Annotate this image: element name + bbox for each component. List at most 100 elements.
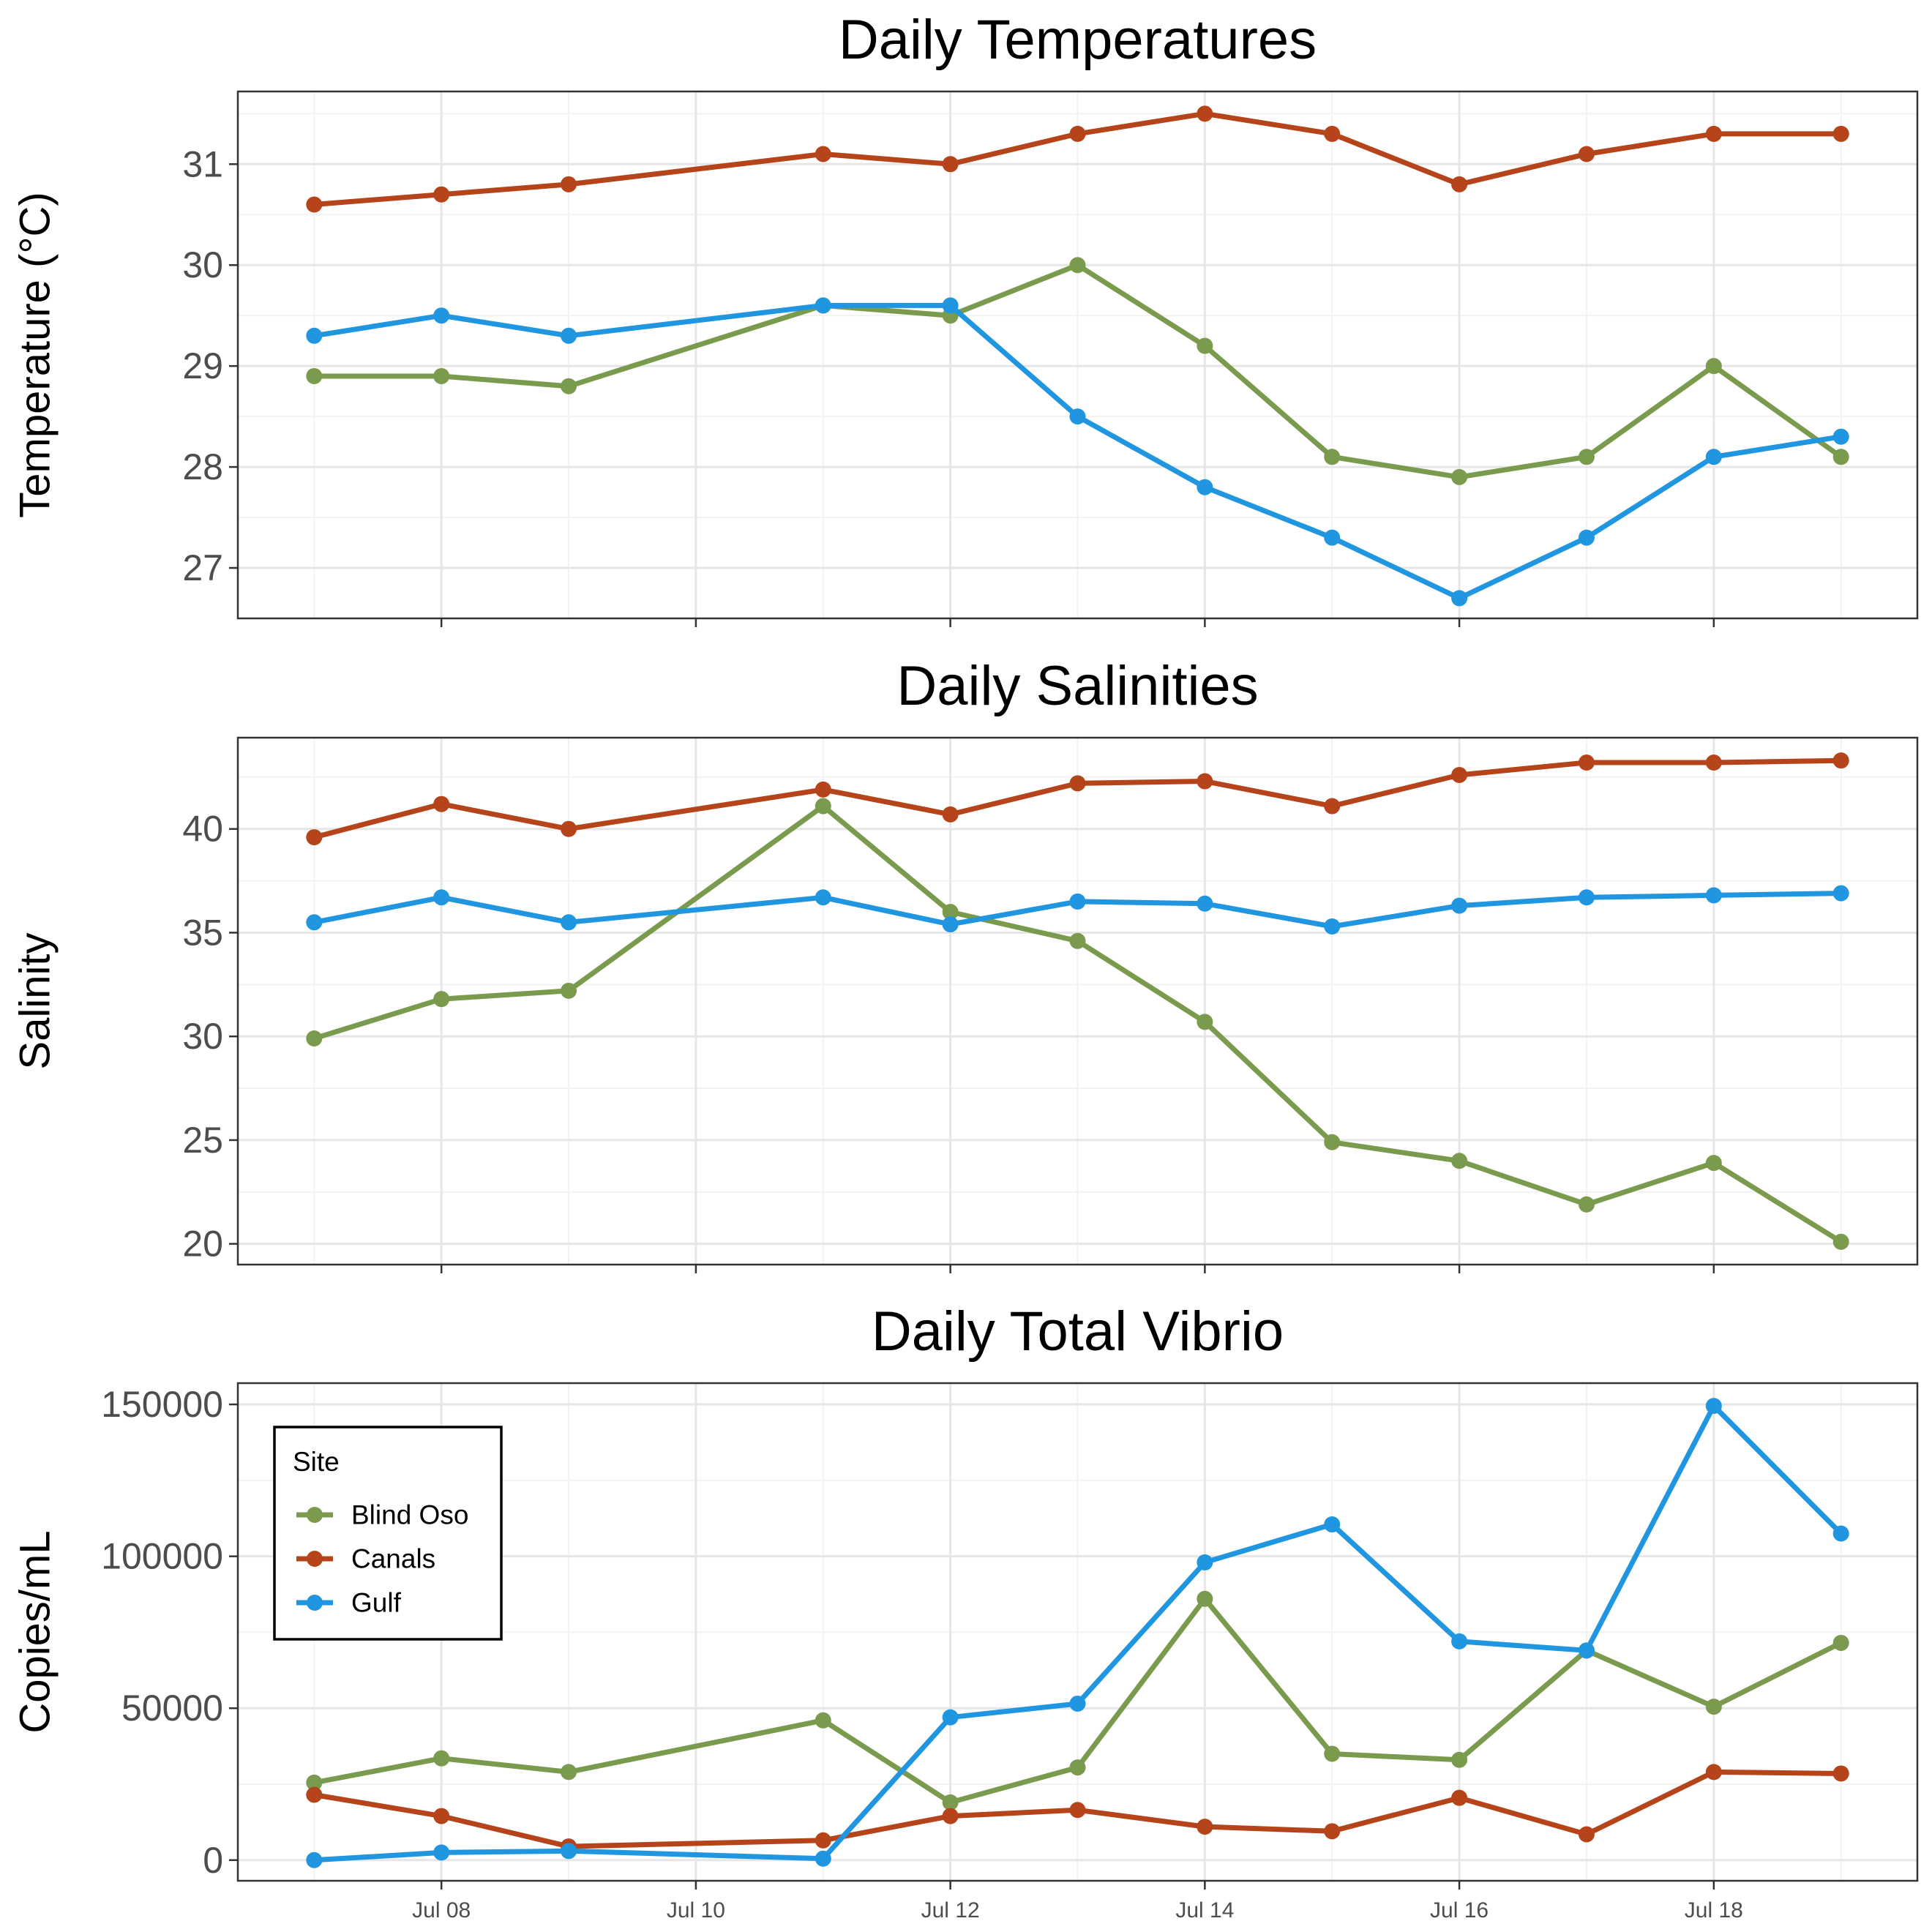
data-point (561, 914, 577, 931)
data-point (433, 307, 450, 324)
data-point (1578, 889, 1595, 906)
data-point (1832, 752, 1849, 769)
data-point (815, 798, 831, 815)
legend-marker (307, 1507, 323, 1523)
y-tick-label: 150000 (101, 1384, 223, 1425)
data-point (306, 1774, 323, 1791)
y-tick-label: 25 (182, 1120, 223, 1161)
y-tick-label: 30 (182, 1016, 223, 1057)
series-line (311, 1596, 1844, 1805)
y-tick-label: 30 (182, 244, 223, 285)
data-point (1705, 1155, 1722, 1172)
legend: Site Blind Oso Canals Gulf (273, 1426, 503, 1641)
series-blind-oso (306, 257, 1849, 485)
y-axis-title: Salinity (12, 933, 59, 1070)
legend-title: Site (293, 1447, 340, 1477)
panel-3: 0 50000 100000 150000 Jul 08 Jul 10 Jul 12 Jul … (12, 1300, 1919, 1922)
data-point (815, 889, 831, 906)
data-point (1451, 468, 1468, 485)
data-point (1578, 1826, 1595, 1843)
legend-marker (307, 1595, 323, 1611)
data-point (1451, 1751, 1468, 1768)
data-point (306, 196, 323, 213)
data-point (1069, 775, 1086, 792)
series-gulf (306, 1398, 1849, 1868)
data-point (1197, 479, 1213, 495)
data-point (1197, 895, 1213, 912)
data-point (306, 1786, 323, 1803)
legend-label: Blind Oso (351, 1500, 468, 1530)
y-axis-title: Copies/mL (12, 1530, 59, 1733)
data-point (1578, 146, 1595, 162)
data-point (433, 367, 450, 384)
data-point (1069, 893, 1086, 910)
data-point (1197, 337, 1213, 354)
panel-1: 27 28 29 30 31 Daily Temperatures Temperature … (12, 9, 1919, 627)
data-point (942, 156, 959, 173)
data-point (1832, 885, 1849, 902)
series-line (311, 1769, 1844, 1849)
data-point (942, 1709, 959, 1726)
data-point (1069, 932, 1086, 949)
data-point (1832, 1233, 1849, 1250)
data-point (1705, 887, 1722, 904)
data-point (1832, 125, 1849, 142)
data-point (815, 781, 831, 798)
data-point (1705, 449, 1722, 465)
data-point (433, 1808, 450, 1824)
data-point (1832, 449, 1849, 465)
data-point (306, 327, 323, 344)
data-point (561, 1843, 577, 1860)
data-point (815, 297, 831, 314)
y-tick-label: 50000 (121, 1688, 223, 1729)
data-point (815, 146, 831, 162)
data-point (1324, 1823, 1341, 1840)
data-point (1324, 798, 1341, 815)
data-point (942, 916, 959, 933)
data-point (561, 378, 577, 394)
data-point (1451, 590, 1468, 607)
data-point (433, 186, 450, 203)
data-point (815, 1850, 831, 1867)
panel-border (236, 90, 1919, 620)
series-line (311, 302, 1844, 601)
data-point (561, 1764, 577, 1781)
data-point (1197, 1014, 1213, 1030)
data-point (561, 982, 577, 999)
data-point (1451, 1633, 1468, 1650)
data-point (1197, 105, 1213, 122)
data-point (1197, 773, 1213, 790)
data-point (1324, 529, 1341, 546)
series-canals (306, 105, 1849, 213)
data-point (1578, 1196, 1595, 1213)
series-line (311, 804, 1844, 1245)
data-point (1069, 1802, 1086, 1819)
legend-item-blind-oso: Blind Oso (296, 1500, 468, 1530)
data-point (1578, 755, 1595, 771)
y-tick-label: 31 (182, 143, 223, 184)
series-canals (306, 752, 1849, 846)
data-point (1324, 125, 1341, 142)
data-point (815, 1712, 831, 1729)
data-point (1451, 767, 1468, 784)
data-point (1197, 1819, 1213, 1835)
legend-item-canals: Canals (296, 1544, 435, 1574)
data-point (1069, 257, 1086, 274)
panel-border (236, 1382, 1919, 1882)
data-point (1069, 1695, 1086, 1712)
data-point (306, 829, 323, 846)
x-tick-label: Jul 16 (1430, 1898, 1489, 1922)
series-line (311, 111, 1844, 207)
data-point (1705, 755, 1722, 771)
data-point (433, 1844, 450, 1861)
y-tick-label: 40 (182, 809, 223, 850)
data-point (561, 820, 577, 837)
y-tick-label: 28 (182, 446, 223, 487)
data-point (433, 1750, 450, 1767)
data-point (1324, 1134, 1341, 1150)
panel-border (236, 736, 1919, 1266)
data-point (433, 795, 450, 812)
legend-label: Gulf (351, 1588, 402, 1618)
data-point (1832, 1634, 1849, 1651)
data-point (1197, 1590, 1213, 1607)
